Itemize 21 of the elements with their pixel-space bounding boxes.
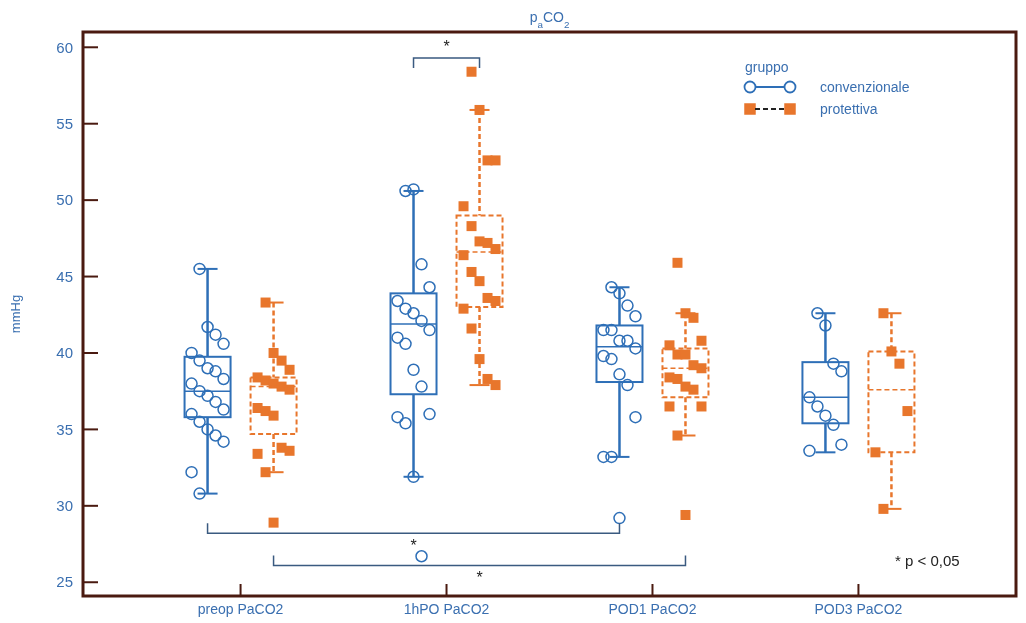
x-tick-label: POD3 PaCO2 [814, 601, 903, 617]
y-axis-title: mmHg [8, 294, 23, 334]
y-tick-label: 55 [56, 114, 73, 132]
x-tick-label: POD1 PaCO2 [608, 601, 697, 617]
legend-label: protettiva [820, 101, 878, 117]
annotation: * p < 0,05 [895, 552, 960, 569]
legend-title: gruppo [745, 59, 789, 75]
y-tick-label: 25 [56, 573, 73, 591]
x-tick-label: 1hPO PaCO2 [403, 601, 490, 617]
y-tick-label: 50 [56, 191, 73, 209]
y-tick-label: 30 [56, 497, 73, 515]
legend-label: convenzionale [820, 79, 910, 95]
y-tick-label: 35 [56, 420, 73, 438]
y-tick-label: 40 [56, 344, 73, 362]
x-tick-label: preop PaCO2 [197, 601, 284, 617]
y-tick-label: 60 [56, 38, 73, 56]
y-tick-label: 45 [56, 267, 73, 285]
chart-title: p$_{a}$CO$_{2}$ [529, 9, 570, 30]
annotation: * [410, 537, 417, 555]
annotation: * [443, 37, 450, 55]
annotation: * [476, 569, 483, 587]
